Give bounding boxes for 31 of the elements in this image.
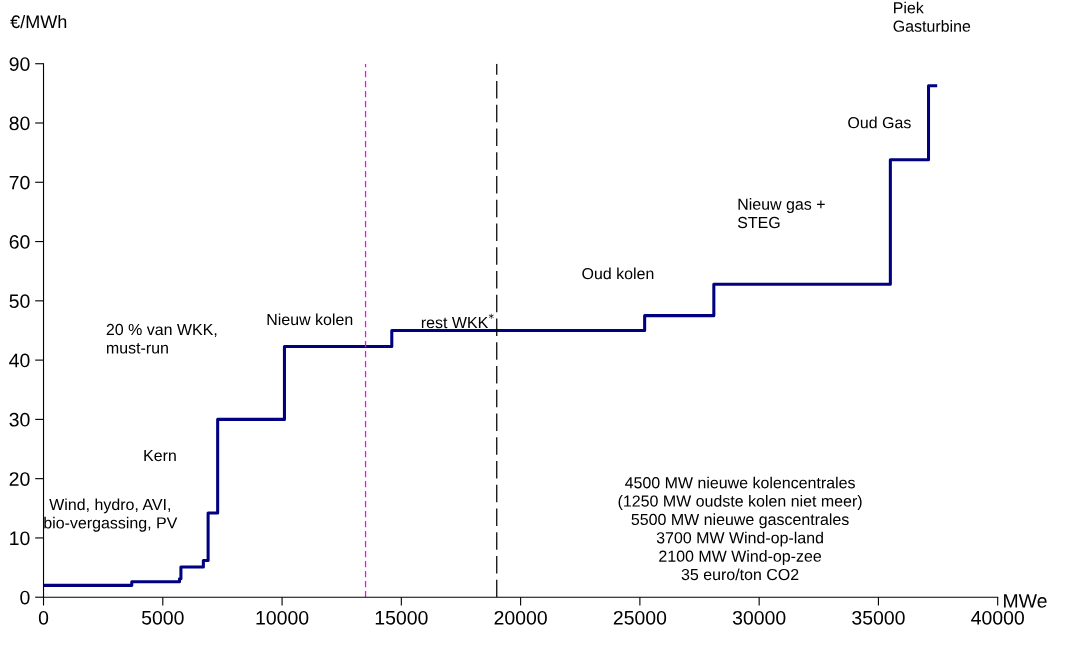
y-tick-label: 10: [10, 531, 30, 546]
annotation: Nieuw gas + STEG: [737, 198, 825, 229]
annotation: 4500 MW nieuwe kolencentrales (1250 MW oudste kolen niet meer) 5500 MW nieuwe gascentrales 3700 MW Wind-op-land 2100 MW Wind-op-zee 35 euro/ton CO2: [618, 476, 862, 581]
annotation: rest WKK$^{*}$: [421, 313, 494, 329]
x-tick-label: 35000: [852, 610, 905, 625]
x-tick-label: 20000: [494, 610, 547, 625]
y-tick-label: 90: [9, 57, 30, 71]
annotation: Oud kolen: [582, 267, 654, 280]
x-tick-label: 25000: [613, 610, 667, 625]
annotation: Nieuw kolen: [267, 313, 353, 326]
text: Piek Gasturbine: [893, 1, 971, 32]
y-tick-label: 50: [9, 294, 30, 309]
x-tick-label: 15000: [375, 610, 428, 625]
y-tick-label: 0: [20, 590, 30, 605]
annotation: 20 % van WKK, must-run: [106, 323, 217, 354]
y-axis-title: €/MWh: [10, 14, 67, 29]
y-tick-label: 20: [9, 472, 30, 486]
x-axis-title: MWe: [1004, 594, 1047, 608]
x-tick-label: 30000: [732, 610, 786, 625]
y-tick-label: 70: [9, 175, 30, 190]
annotation: Wind, hydro, AVI, bio-vergassing, PV: [44, 498, 178, 532]
y-tick-label: 40: [9, 353, 30, 368]
x-tick-label: 10000: [256, 610, 309, 625]
y-tick-label: 60: [9, 235, 30, 249]
y-tick-label: 80: [9, 116, 30, 131]
y-tick-label: 30: [9, 412, 30, 427]
x-tick-label: 0: [38, 610, 49, 625]
annotation: Kern: [144, 450, 176, 462]
annotation: Oud Gas: [848, 116, 911, 129]
x-tick-label: 40000: [971, 610, 1024, 625]
x-tick-label: 5000: [141, 610, 184, 625]
